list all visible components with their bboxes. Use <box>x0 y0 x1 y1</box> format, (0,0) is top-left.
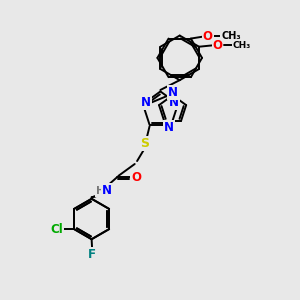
Text: N: N <box>141 97 151 110</box>
Text: H: H <box>96 186 105 196</box>
Text: O: O <box>131 171 141 184</box>
Text: O: O <box>203 30 213 43</box>
Text: N: N <box>168 86 178 99</box>
Text: Cl: Cl <box>50 223 63 236</box>
Text: N: N <box>101 184 112 197</box>
Text: O: O <box>212 39 223 52</box>
Text: S: S <box>141 137 150 150</box>
Text: N: N <box>169 97 179 110</box>
Text: CH₃: CH₃ <box>221 31 241 41</box>
Text: CH₃: CH₃ <box>233 41 251 50</box>
Text: N: N <box>164 121 174 134</box>
Text: F: F <box>88 248 96 261</box>
